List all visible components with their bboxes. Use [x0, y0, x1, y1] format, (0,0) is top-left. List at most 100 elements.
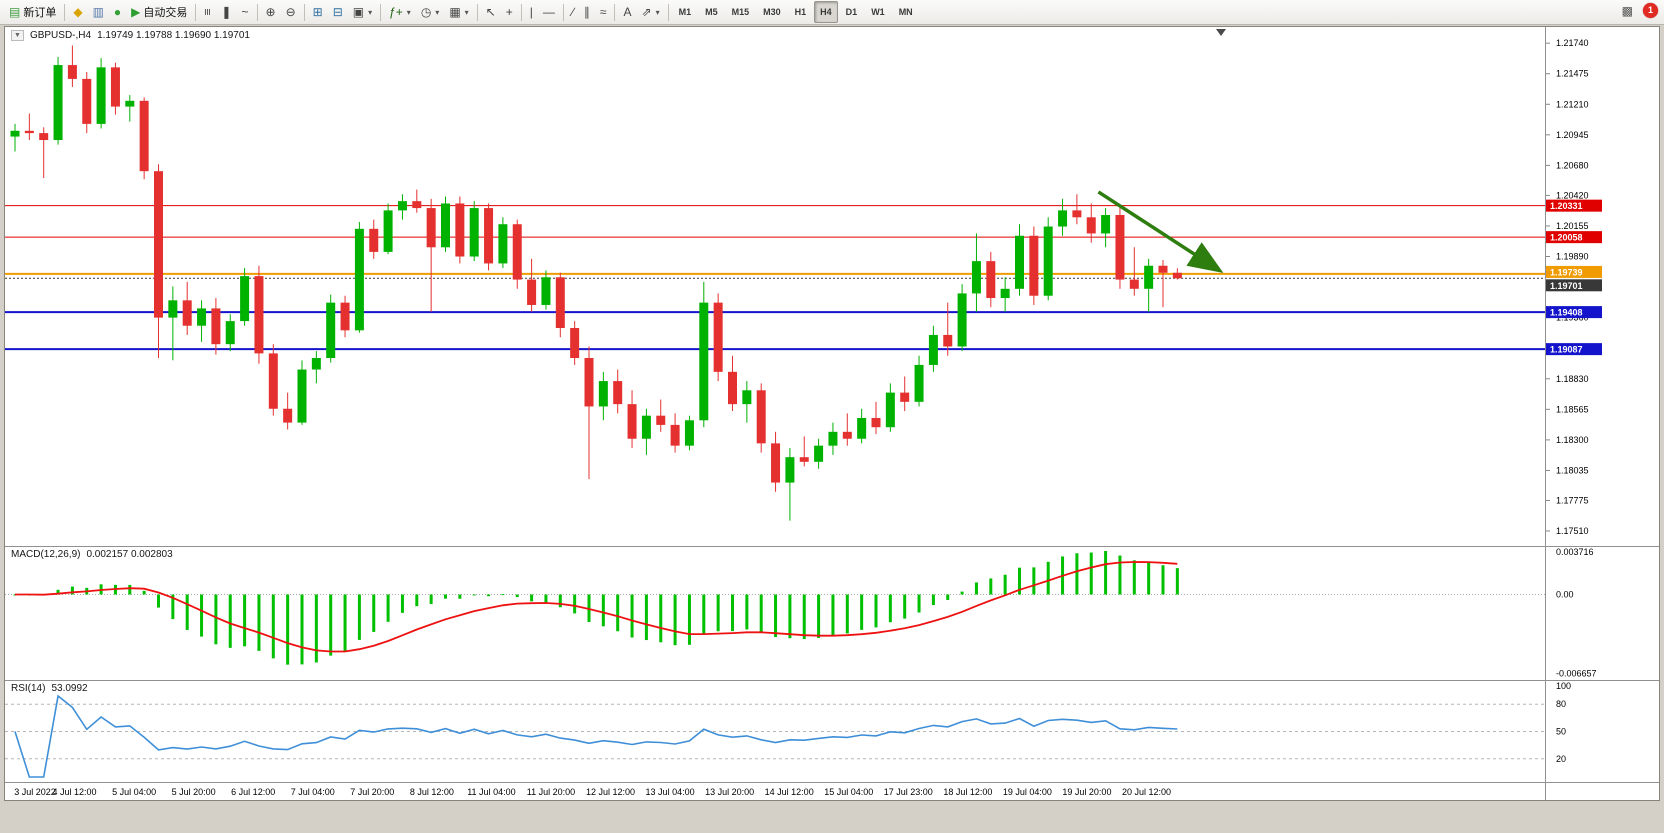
tile-windows-button[interactable]: ⊞	[309, 1, 327, 23]
zoom-out-button[interactable]: ⊖	[282, 1, 300, 23]
macd-histogram-bar	[472, 594, 476, 596]
macd-histogram-bar	[444, 594, 447, 599]
candle	[814, 438, 824, 469]
candle	[900, 376, 910, 412]
arrows-icon: ⇗	[641, 5, 652, 19]
macd-histogram-bar	[1104, 550, 1108, 595]
bars-chart-button[interactable]: ≡	[200, 1, 215, 23]
navigator-button[interactable]: ●	[110, 1, 125, 23]
timeframe-M1[interactable]: M1	[678, 7, 692, 17]
macd-histogram-bar	[458, 594, 462, 599]
time-axis-label: 17 Jul 23:00	[884, 787, 933, 797]
macd-histogram-bar	[1003, 574, 1007, 595]
vertical-line-button[interactable]: |	[526, 1, 537, 23]
data-window-icon: ▥	[92, 5, 104, 19]
price-axis-label: 1.21740	[1556, 38, 1589, 48]
arrows-button[interactable]: ⇗ ▾	[638, 1, 664, 23]
candle	[53, 56, 63, 145]
price-axis-label: 1.20420	[1556, 190, 1589, 200]
candle	[1158, 259, 1168, 308]
notification-badge[interactable]: 1	[1643, 3, 1658, 18]
auto-scroll-button[interactable]: ⊟	[329, 1, 347, 23]
price-axis-label: 1.18830	[1556, 374, 1589, 384]
autotrading-button-label: 自动交易	[143, 7, 188, 19]
candle	[1144, 258, 1154, 312]
macd-histogram-bar	[1075, 553, 1079, 595]
zoom-in-button[interactable]: ⊕	[262, 1, 280, 23]
macd-histogram-bar	[286, 594, 290, 665]
macd-histogram-bar	[400, 594, 404, 613]
macd-histogram-bar	[573, 594, 577, 614]
candle	[971, 233, 981, 312]
horizontal-line-button[interactable]: —	[539, 1, 559, 23]
vertical-line-icon: |	[529, 5, 533, 19]
indicators-button[interactable]: ƒ+ ▾	[385, 1, 415, 23]
macd-histogram-bar	[1161, 565, 1165, 595]
zoom-in-icon: ⊕	[265, 5, 276, 19]
equidistant-channel-button[interactable]: ∥	[580, 1, 594, 23]
svg-text:1.19701: 1.19701	[1550, 281, 1583, 291]
trendline-button[interactable]: ∕	[568, 1, 578, 23]
macd-histogram-bar	[214, 594, 218, 645]
timeframe-W1[interactable]: W1	[871, 7, 885, 17]
candle	[311, 351, 321, 384]
macd-histogram-bar	[731, 594, 734, 632]
time-axis-label: 5 Jul 04:00	[112, 787, 156, 797]
candle	[914, 355, 924, 407]
caret-down-icon: ▾	[406, 7, 411, 17]
timeframe-M30[interactable]: M30	[763, 7, 781, 17]
candle	[1101, 208, 1111, 248]
chart-shift-button[interactable]: ▣ ▾	[349, 1, 376, 23]
timeframe-M5[interactable]: M5	[705, 7, 718, 17]
candle	[943, 302, 953, 356]
macd-histogram-bar	[917, 594, 921, 613]
price-axis-label: 1.20155	[1556, 221, 1589, 231]
candle	[110, 62, 120, 115]
macd-histogram-bar	[702, 594, 706, 635]
fibonacci-button[interactable]: ≈	[596, 1, 611, 23]
time-axis-label: 13 Jul 04:00	[646, 787, 695, 797]
macd-histogram-bar	[228, 594, 232, 648]
new-order-button[interactable]: ▤ 新订单	[5, 1, 60, 23]
candlestick-chart-button[interactable]: ❚	[217, 1, 235, 23]
candle	[1000, 277, 1010, 312]
time-axis-label: 14 Jul 12:00	[765, 787, 814, 797]
candle	[957, 284, 967, 352]
macd-histogram-bar	[70, 586, 74, 595]
timeframe-H4[interactable]: H4	[814, 1, 838, 23]
chart-canvas[interactable]: 1.21740 1.21475 1.21210 1.20945 1.20680 1.204…	[5, 27, 1659, 800]
macd-histogram-bar	[974, 582, 978, 595]
market-watch-button[interactable]: ◆	[69, 1, 86, 23]
autotrading-button[interactable]: ▶ 自动交易	[127, 1, 191, 23]
timeframe-H1[interactable]: H1	[794, 7, 807, 17]
cursor-button[interactable]: ↖	[482, 1, 500, 23]
caret-down-icon: ▾	[655, 7, 660, 17]
candle	[670, 413, 680, 453]
trend-arrow[interactable]	[1097, 190, 1224, 274]
timeframe-D1[interactable]: D1	[845, 7, 858, 17]
chart-shift-marker[interactable]	[1216, 29, 1226, 36]
crosshair-button[interactable]: +	[502, 1, 517, 23]
time-axis-label: 19 Jul 04:00	[1003, 787, 1052, 797]
text-icon: A	[623, 5, 632, 19]
horizontal-line-icon: —	[542, 5, 555, 19]
toolbar-separator	[195, 3, 197, 21]
trendline-icon: ∕	[571, 5, 574, 19]
time-axis-label: 8 Jul 12:00	[410, 787, 454, 797]
templates-button[interactable]: ▦ ▾	[445, 1, 472, 23]
time-axis-label: 7 Jul 04:00	[291, 787, 335, 797]
time-axis-label: 19 Jul 20:00	[1062, 787, 1111, 797]
candle	[928, 325, 938, 372]
candle	[756, 383, 766, 453]
panel-grid-icon[interactable]: ▩	[1621, 3, 1633, 18]
macd-histogram-bar	[56, 589, 60, 595]
periods-button[interactable]: ◷ ▾	[417, 1, 444, 23]
one-click-trading-toggle[interactable]: ▼	[11, 30, 24, 41]
text-button[interactable]: A	[619, 1, 635, 23]
timeframe-MN[interactable]: MN	[898, 7, 913, 17]
candle	[555, 272, 565, 338]
data-window-button[interactable]: ▥	[89, 1, 108, 23]
timeframe-M15[interactable]: M15	[731, 7, 750, 17]
line-chart-button[interactable]: ~	[237, 1, 252, 23]
macd-axis-label: -0.006657	[1556, 669, 1597, 679]
